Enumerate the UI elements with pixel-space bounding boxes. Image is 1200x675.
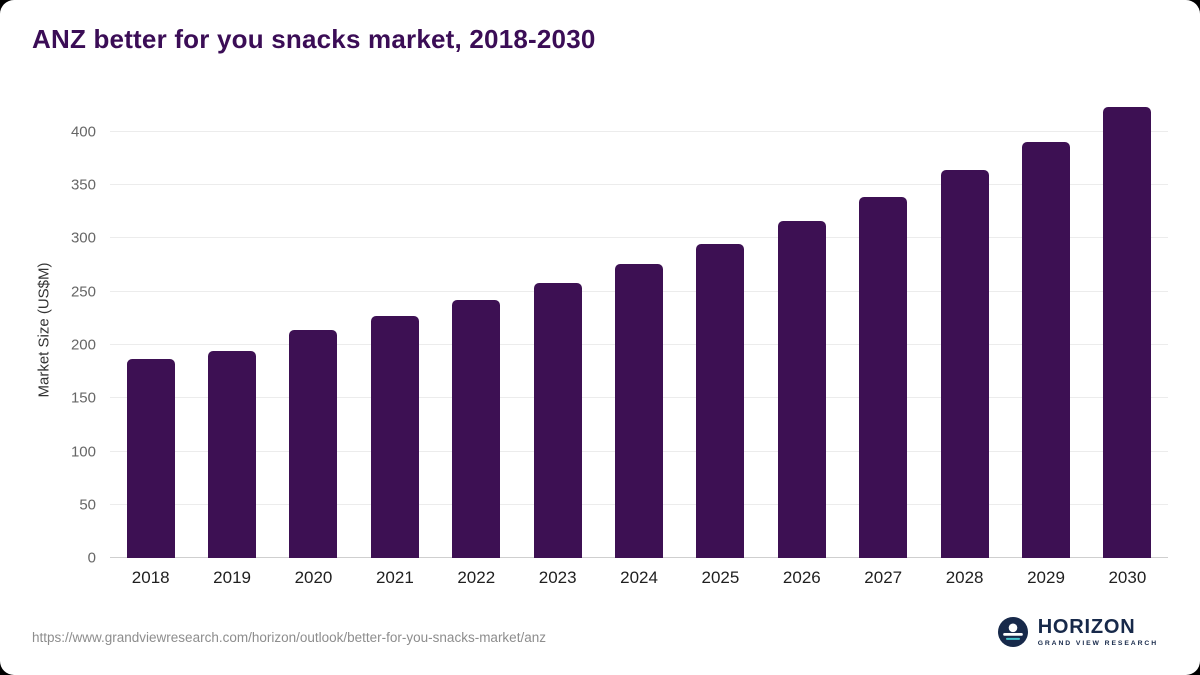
bar-2029 [1021,141,1070,558]
y-tick-50: 50 [79,496,96,514]
x-label-2026: 2026 [782,568,821,587]
bar-slot-2028 [924,100,1005,558]
x-label-2024: 2024 [620,568,658,587]
bar-2027 [859,196,908,558]
bars-layer [110,100,1168,558]
bar-slot-2018 [110,100,191,558]
y-tick-250: 250 [70,283,96,301]
y-tick-100: 100 [70,443,96,460]
bar-slot-2029 [1005,100,1086,558]
x-axis-labels: 2018 2019 2020 2021 2022 2023 2024 2025 2026 2027… [110,568,1168,588]
logo-text: HORIZON GRAND VIEW RESEARCH [1038,616,1158,647]
bar-2021 [370,316,419,558]
x-label-2022: 2022 [457,568,496,587]
horizon-logo: HORIZON GRAND VIEW RESEARCH [997,616,1158,647]
bar-slot-2030 [1087,100,1168,558]
y-tick-0: 0 [87,549,96,567]
x-label-2030: 2030 [1108,568,1147,587]
gridline-400 [110,130,1168,132]
x-label-2025: 2025 [701,568,740,587]
gridline-300 [110,237,1168,239]
bar-2020 [289,330,338,558]
x-label-2028: 2028 [945,568,984,587]
bar-2030 [1103,107,1152,558]
bar-2025 [696,243,745,558]
y-tick-300: 300 [70,229,96,247]
x-label-2018: 2018 [131,568,170,587]
y-axis-title: Market Size (US$M) [35,262,53,398]
y-tick-400: 400 [70,123,96,141]
x-label-2029: 2029 [1027,568,1065,587]
bar-slot-2025 [680,100,761,558]
x-label-2020: 2020 [294,568,333,587]
y-tick-200: 200 [70,336,96,354]
x-label-2023: 2023 [538,568,577,587]
gridline-350 [110,184,1168,186]
bar-2022 [452,300,501,558]
logo-subtitle: GRAND VIEW RESEARCH [1037,640,1158,647]
bar-slot-2023 [517,100,598,558]
x-label-2019: 2019 [213,568,251,587]
bar-2024 [615,264,664,558]
bar-2028 [940,170,989,558]
bar-slot-2027 [843,100,924,558]
logo-name: HORIZON [1037,616,1136,638]
x-label-2027: 2027 [864,568,903,587]
bar-2026 [777,221,826,558]
x-label-2021: 2021 [375,568,414,587]
bar-slot-2024 [598,100,679,558]
bar-2018 [126,358,175,558]
horizon-logo-icon [997,616,1028,647]
bar-slot-2019 [191,100,272,558]
bar-slot-2021 [354,100,435,558]
y-tick-150: 150 [70,389,96,407]
plot-area: 0 50 100 150 200 250 300 350 400 [71,100,1168,567]
source-url: https://www.grandviewresearch.com/horizo… [32,630,546,645]
y-tick-350: 350 [70,176,96,194]
bar-slot-2022 [436,100,517,558]
bar-slot-2020 [273,100,354,558]
page-title: ANZ better for you snacks market, 2018-2… [32,24,596,54]
bar-slot-2026 [761,100,842,558]
bar-2019 [208,351,257,558]
bar-2023 [533,283,582,558]
